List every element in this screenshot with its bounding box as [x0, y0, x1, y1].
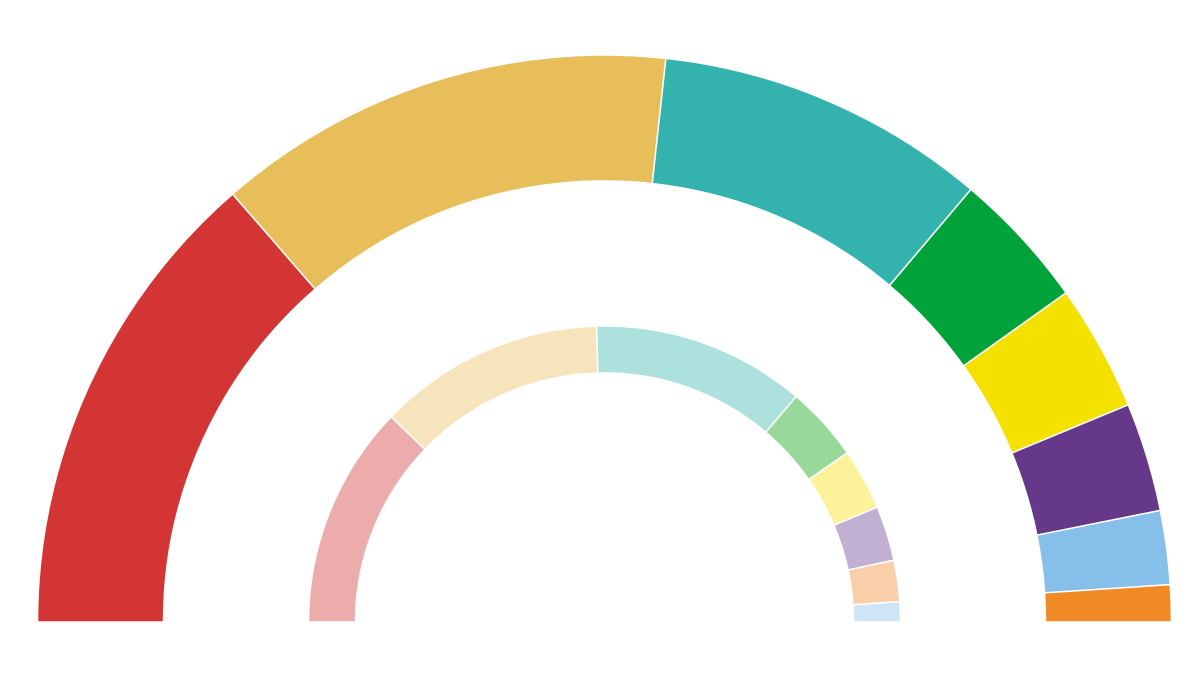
donut-segment — [390, 325, 599, 451]
donut-segment — [307, 415, 427, 623]
donut-segment — [852, 600, 902, 623]
donut-segment — [231, 54, 667, 291]
donut-segment — [595, 325, 798, 434]
donut-segment — [1043, 583, 1173, 623]
donut-segment — [36, 192, 317, 623]
